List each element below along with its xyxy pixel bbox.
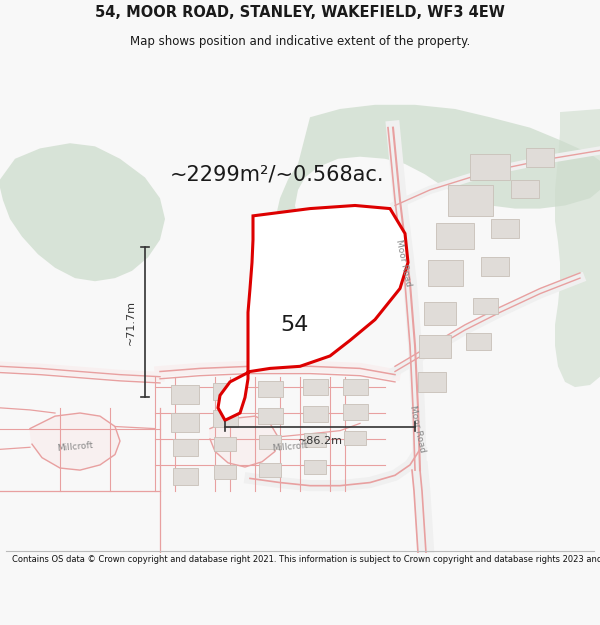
Text: Moor Road: Moor Road — [407, 404, 427, 453]
Text: ~86.2m: ~86.2m — [298, 436, 343, 446]
Text: Millcroft: Millcroft — [271, 441, 308, 453]
Bar — [481, 258, 509, 276]
Bar — [526, 148, 554, 167]
Text: 54, MOOR ROAD, STANLEY, WAKEFIELD, WF3 4EW: 54, MOOR ROAD, STANLEY, WAKEFIELD, WF3 4… — [95, 4, 505, 19]
Bar — [473, 298, 497, 314]
Text: Contains OS data © Crown copyright and database right 2021. This information is : Contains OS data © Crown copyright and d… — [12, 554, 600, 564]
Bar — [448, 185, 493, 216]
Bar — [171, 385, 199, 404]
Bar — [427, 261, 463, 286]
Bar — [424, 302, 456, 325]
Bar — [173, 468, 197, 484]
Bar — [214, 465, 236, 479]
Bar — [511, 179, 539, 198]
Bar — [300, 247, 360, 294]
Text: 54: 54 — [281, 315, 309, 335]
Bar — [171, 413, 199, 432]
Polygon shape — [218, 206, 408, 420]
Text: ~71.7m: ~71.7m — [126, 300, 136, 345]
Bar — [466, 333, 491, 350]
Text: Moor Road: Moor Road — [394, 238, 412, 287]
Bar — [304, 432, 326, 447]
Bar — [470, 154, 510, 179]
Polygon shape — [210, 416, 278, 467]
Text: Millcroft: Millcroft — [56, 441, 94, 453]
Text: ~2299m²/~0.568ac.: ~2299m²/~0.568ac. — [170, 164, 385, 184]
Polygon shape — [30, 413, 120, 470]
Bar — [304, 460, 326, 474]
Bar — [343, 404, 367, 420]
Polygon shape — [0, 143, 165, 281]
Bar — [212, 383, 238, 399]
Bar — [257, 381, 283, 398]
Bar — [302, 379, 328, 396]
Polygon shape — [555, 109, 600, 387]
Bar — [343, 379, 367, 396]
Bar — [344, 431, 366, 445]
Text: Map shows position and indicative extent of the property.: Map shows position and indicative extent… — [130, 35, 470, 48]
Bar — [419, 335, 451, 358]
Bar — [259, 435, 281, 449]
Polygon shape — [275, 105, 600, 264]
Bar — [212, 410, 238, 426]
Bar — [214, 437, 236, 451]
Bar — [257, 408, 283, 424]
Bar — [436, 223, 474, 249]
Bar — [418, 371, 446, 392]
Bar — [491, 219, 519, 238]
Bar — [173, 439, 197, 456]
Bar — [302, 406, 328, 422]
Bar — [259, 463, 281, 478]
